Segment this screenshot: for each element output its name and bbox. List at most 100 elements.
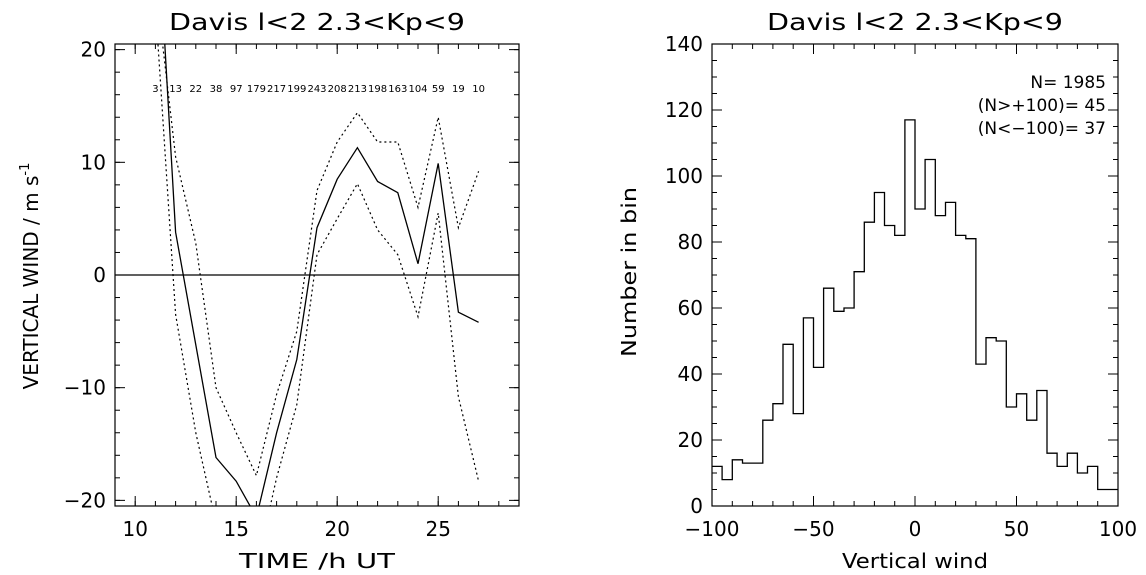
right-axes: −100 −50 0 50 100 0 20 40 60 80 100 120 140 [665,32,1137,541]
right-x-tick-label: 50 [1004,517,1029,541]
histogram-bin [864,222,874,506]
left-y-tick-label: 20 [81,38,106,62]
histogram-bin [986,338,996,506]
histogram-bin [1108,490,1118,507]
histogram-bin [905,120,915,506]
histogram-bin [1098,490,1108,507]
histogram-bin [834,311,844,506]
count-label: 217 [267,84,286,95]
left-x-tick-label: 15 [223,517,248,541]
right-y-tick-label: 80 [678,230,703,254]
annotation-total: N= 1985 [1030,73,1106,93]
histogram-bin [803,318,813,506]
histogram-bin [814,367,824,506]
histogram-bin [1017,394,1027,506]
histogram-bin [925,160,935,507]
histogram-bin [1006,407,1016,506]
histogram-bin [854,272,864,506]
histogram-bin [1047,453,1057,506]
left-x-axis-label: TIME /h UT [238,549,397,573]
count-label: 10 [472,84,485,95]
count-label: 59 [432,84,445,95]
right-y-tick-label: 40 [678,362,703,386]
right-y-tick-label: 100 [665,164,703,188]
right-y-tick-label: 140 [665,32,703,56]
right-y-tick-label: 0 [690,494,703,518]
histogram-bin [1027,420,1037,506]
histogram-bin [1067,453,1077,506]
left-x-tick-label: 10 [122,517,147,541]
right-y-tick-label: 60 [678,296,703,320]
count-label: 199 [287,84,306,95]
mean-wind-line [164,44,479,506]
count-label: 163 [388,84,407,95]
left-series [157,44,480,506]
count-label: 97 [230,84,243,95]
upper-bound-line [161,44,480,478]
histogram-bin [742,463,752,506]
count-label: 179 [247,84,266,95]
histogram-bin [1037,391,1047,507]
left-y-tick-label: 10 [81,150,106,174]
histogram-bin [895,235,905,506]
right-x-tick-label: 100 [1099,517,1137,541]
histogram-bin [1077,473,1087,506]
count-label: 213 [348,84,367,95]
left-y-axis-label-main: VERTICAL WIND / m s [19,176,43,390]
left-y-tick-label: −20 [64,488,106,512]
annotation-above: (N>+100)= 45 [978,96,1106,116]
lower-bound-line [157,44,480,506]
count-label: 38 [210,84,223,95]
left-count-labels: 3 13 22 38 97 179 217 199 243 208 213 198 163 104 59 19… [152,84,485,95]
count-label: 22 [189,84,202,95]
count-label: 104 [408,84,427,95]
histogram-bin [773,404,783,506]
right-chart-title: Davis l<2 2.3<Kp<9 [767,10,1063,36]
histogram-bin [824,288,834,506]
histogram-panel: Davis l<2 2.3<Kp<9 −100 −50 0 50 100 0 20 40 60 8… [617,10,1137,573]
histogram-bin [996,341,1006,506]
count-label: 208 [328,84,347,95]
histogram-bin [976,364,986,506]
histogram-bin [722,480,732,506]
histogram-bin [712,466,722,506]
histogram-bin [732,460,742,506]
histogram-bin [763,420,773,506]
histogram-bin [1057,466,1067,506]
right-x-axis-label: Vertical wind [842,549,988,573]
histogram-bin [753,463,763,506]
histogram-bin [874,193,884,507]
wind-time-panel: Davis l<2 2.3<Kp<9 10 15 20 25 −20 −10 0 10 20 3… [18,10,520,573]
histogram-bin [966,239,976,506]
histogram-bin [783,344,793,506]
left-plot-frame [114,43,520,507]
count-label: 243 [307,84,326,95]
right-y-axis-label: Number in bin [617,187,641,357]
count-label: 19 [452,84,465,95]
histogram-outline [712,119,1118,491]
right-x-tick-label: −100 [685,517,740,541]
left-axes: 10 15 20 25 −20 −10 0 10 20 [64,38,520,541]
left-y-axis-label: VERTICAL WIND / m s-1 [18,163,43,390]
histogram-bin [793,414,803,506]
histogram-bin [844,308,854,506]
histogram-bin [956,235,966,506]
annotation-below: (N<−100)= 37 [978,119,1106,139]
count-label: 3 [152,84,158,95]
histogram-bin [885,226,895,507]
right-x-tick-label: −50 [792,517,834,541]
right-histogram-bars [712,119,1118,507]
histogram-bin [935,216,945,506]
right-y-tick-label: 20 [678,428,703,452]
right-y-tick-label: 120 [665,98,703,122]
histogram-bin [945,202,955,506]
left-y-tick-label: −10 [64,376,106,400]
left-y-tick-label: 0 [93,263,106,287]
count-label: 13 [169,84,182,95]
left-x-tick-label: 20 [324,517,349,541]
right-plot-frame [711,43,1119,507]
count-label: 198 [368,84,387,95]
histogram-bin [1088,466,1098,506]
left-chart-title: Davis l<2 2.3<Kp<9 [169,10,465,36]
